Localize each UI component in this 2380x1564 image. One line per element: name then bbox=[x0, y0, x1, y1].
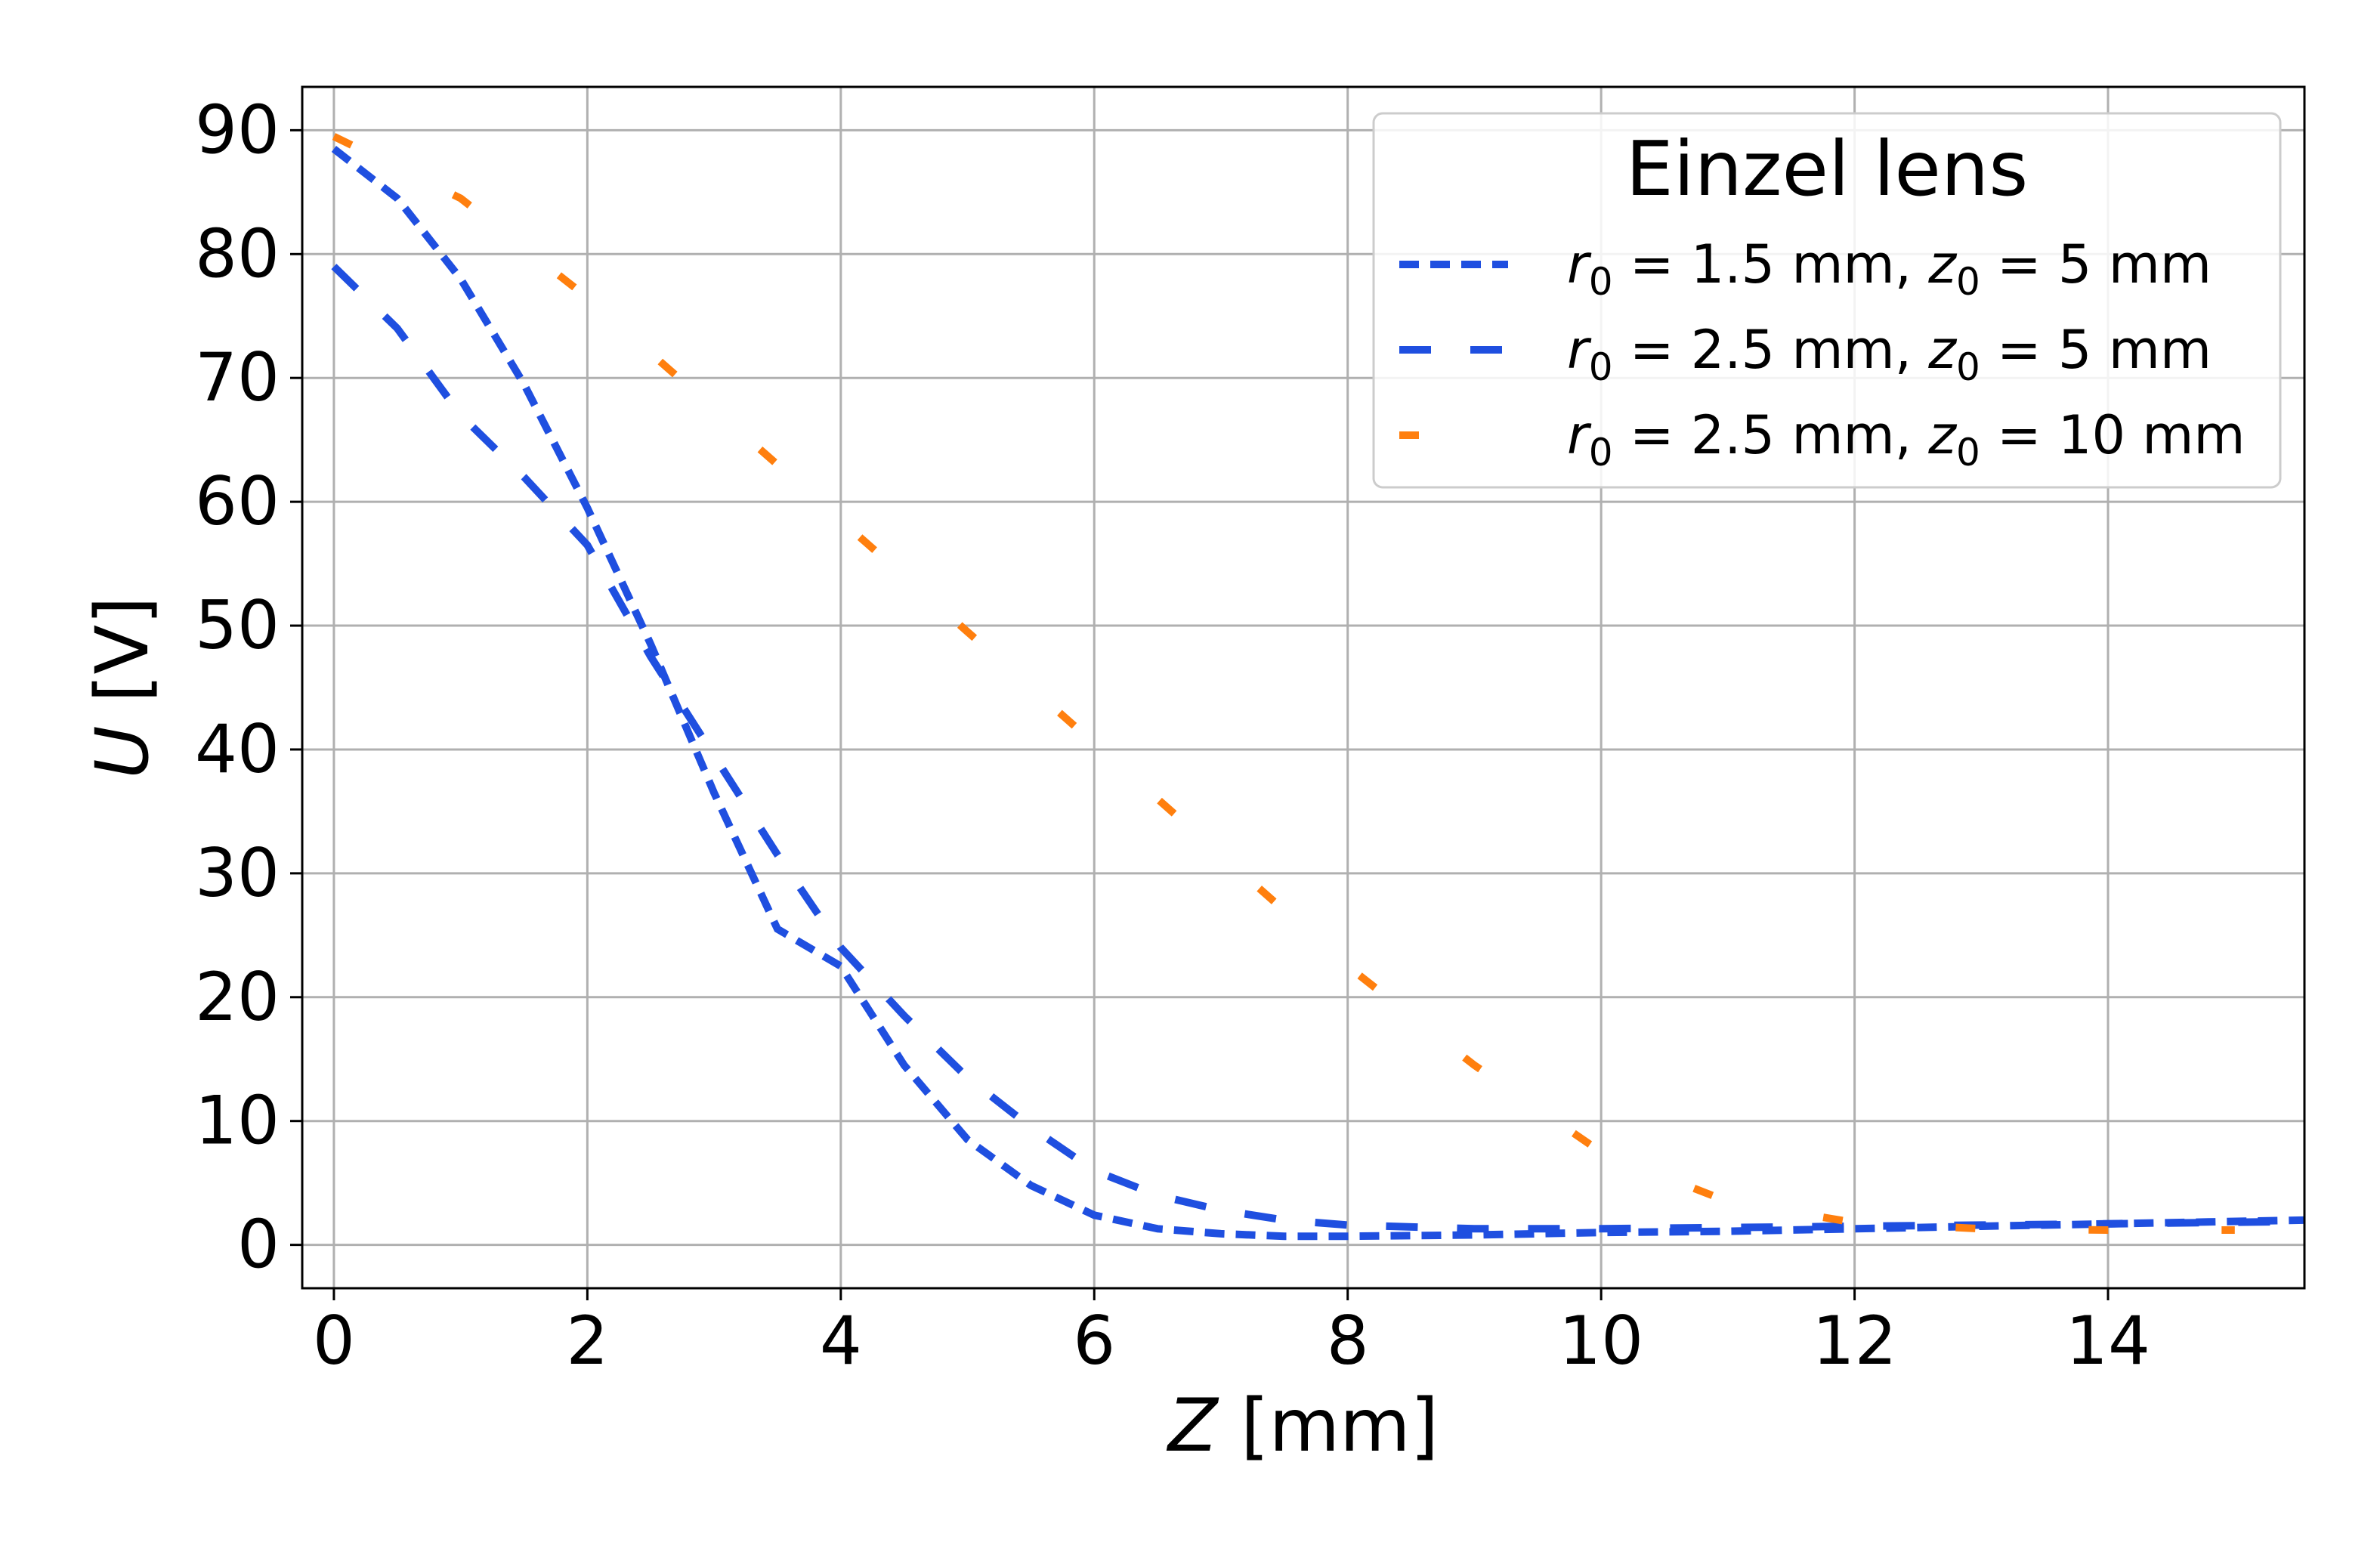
x-tick-label: 2 bbox=[566, 1302, 608, 1380]
y-tick-label: 20 bbox=[195, 958, 280, 1036]
ticks: 0 2 4 6 8 10 12 14 0 10 20 30 40 50 60 70 80 90 bbox=[195, 91, 2150, 1380]
x-tick-label: 4 bbox=[820, 1302, 862, 1380]
plot-frame bbox=[301, 85, 2306, 1290]
series-layer bbox=[331, 133, 2304, 1241]
series-line-2 bbox=[331, 264, 2304, 1233]
x-tick-label: 8 bbox=[1327, 1302, 1369, 1380]
y-tick-label: 0 bbox=[237, 1206, 280, 1284]
x-axis-label: Z [mm] bbox=[1166, 1383, 1439, 1468]
legend-label-2: r0 = 2.5 mm, z0 = 5 mm bbox=[1567, 319, 2212, 389]
legend-box bbox=[1372, 112, 2282, 489]
y-tick-label: 30 bbox=[195, 834, 280, 912]
y-tick-label: 60 bbox=[195, 462, 280, 540]
x-tick-label: 14 bbox=[2066, 1302, 2150, 1380]
y-tick-label: 90 bbox=[195, 91, 280, 168]
y-axis-label: U [V] bbox=[80, 596, 165, 778]
x-tick-label: 0 bbox=[313, 1302, 355, 1380]
legend-label-1: r0 = 1.5 mm, z0 = 5 mm bbox=[1567, 233, 2212, 304]
x-tick-label: 6 bbox=[1073, 1302, 1115, 1380]
legend: Einzel lens r0 = 1.5 mm, z0 = 5 mm r0 = 2… bbox=[1372, 112, 2282, 489]
y-tick-label: 80 bbox=[195, 215, 280, 292]
x-tick-label: 12 bbox=[1813, 1302, 1897, 1380]
y-tick-label: 10 bbox=[195, 1082, 280, 1160]
y-tick-label: 40 bbox=[195, 710, 280, 788]
legend-title: Einzel lens bbox=[1626, 125, 2029, 213]
y-tick-label: 70 bbox=[195, 338, 280, 416]
x-tick-label: 10 bbox=[1559, 1302, 1643, 1380]
legend-label-3: r0 = 2.5 mm, z0 = 10 mm bbox=[1567, 404, 2246, 474]
y-tick-label: 50 bbox=[195, 586, 280, 664]
